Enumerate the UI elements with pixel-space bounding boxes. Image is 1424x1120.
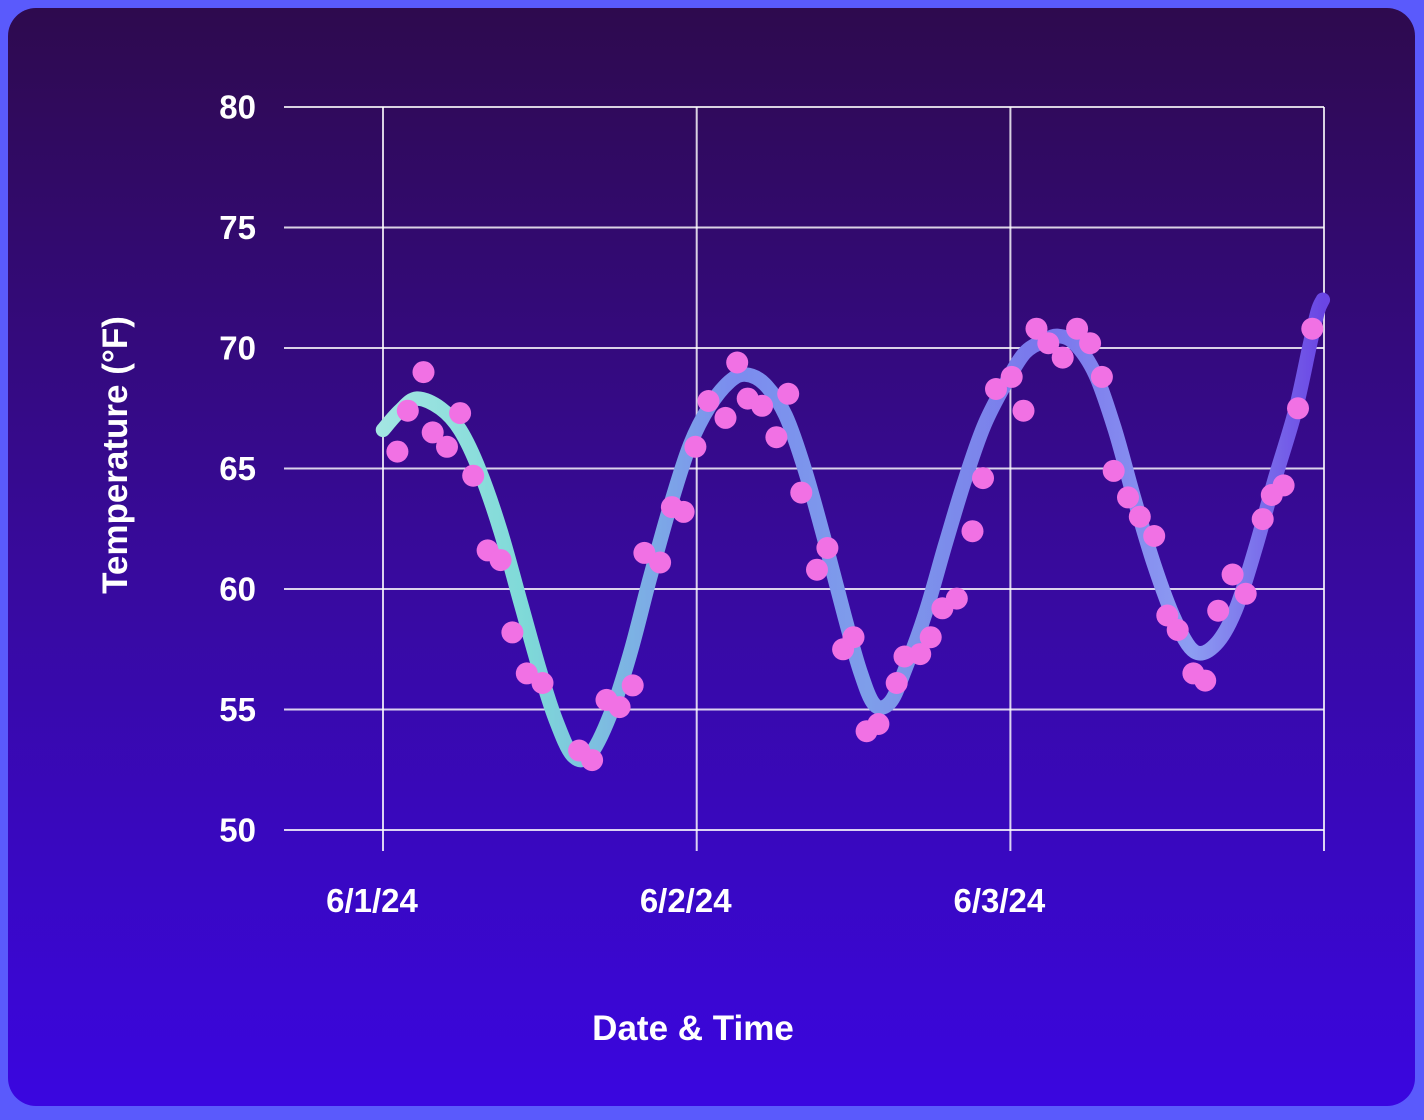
data-point[interactable] xyxy=(1102,459,1125,482)
data-point[interactable] xyxy=(621,674,644,697)
data-point[interactable] xyxy=(1194,669,1217,692)
x-axis-tick-labels: 6/1/24 6/2/24 6/3/24 xyxy=(326,882,1046,919)
data-point[interactable] xyxy=(608,696,631,719)
data-point[interactable] xyxy=(1143,525,1166,547)
data-point[interactable] xyxy=(421,421,444,444)
trend-line xyxy=(375,292,1331,768)
data-point[interactable] xyxy=(1012,399,1035,422)
data-point[interactable] xyxy=(1166,619,1189,641)
data-point[interactable] xyxy=(462,464,485,487)
data-point[interactable] xyxy=(1128,505,1151,528)
x-tick-label: 6/3/24 xyxy=(954,882,1046,919)
data-point[interactable] xyxy=(1051,346,1074,369)
data-point[interactable] xyxy=(1090,365,1113,388)
data-point[interactable] xyxy=(501,621,524,644)
y-tick-label: 65 xyxy=(219,450,256,487)
data-point[interactable] xyxy=(581,749,604,772)
data-point[interactable] xyxy=(396,399,419,422)
data-point[interactable] xyxy=(1234,582,1257,605)
x-tick-label: 6/1/24 xyxy=(326,882,418,919)
data-point[interactable] xyxy=(909,643,932,666)
data-point[interactable] xyxy=(449,402,472,425)
data-point[interactable] xyxy=(867,713,890,735)
data-point[interactable] xyxy=(684,435,707,458)
y-tick-label: 80 xyxy=(219,89,256,126)
data-point[interactable] xyxy=(1272,474,1295,497)
y-axis-tick-labels: 50 55 60 65 70 75 80 xyxy=(219,89,256,849)
data-point[interactable] xyxy=(885,672,908,694)
data-point[interactable] xyxy=(985,378,1007,400)
data-point[interactable] xyxy=(649,551,672,574)
vertical-gridlines xyxy=(382,107,1325,851)
x-tick-label: 6/2/24 xyxy=(640,882,732,919)
chart-card: 50 55 60 65 70 75 80 6/1/24 6/2/24 6/3/24 Temper… xyxy=(8,8,1415,1106)
data-point[interactable] xyxy=(961,520,984,543)
data-point[interactable] xyxy=(806,558,828,581)
data-point[interactable] xyxy=(714,406,737,429)
data-point[interactable] xyxy=(1287,397,1309,420)
data-point[interactable] xyxy=(1117,486,1139,509)
data-point[interactable] xyxy=(726,351,749,374)
y-tick-label: 75 xyxy=(219,209,256,246)
scatter-points xyxy=(386,317,1324,772)
data-point[interactable] xyxy=(436,435,458,458)
data-point[interactable] xyxy=(919,626,942,649)
data-point[interactable] xyxy=(842,626,865,649)
data-point[interactable] xyxy=(531,672,554,694)
data-point[interactable] xyxy=(972,467,994,490)
data-point[interactable] xyxy=(1037,332,1060,355)
data-point[interactable] xyxy=(697,390,720,412)
data-point[interactable] xyxy=(1221,563,1244,586)
data-point[interactable] xyxy=(489,549,512,572)
data-point[interactable] xyxy=(765,426,788,449)
y-tick-label: 60 xyxy=(219,571,256,608)
data-point[interactable] xyxy=(816,537,839,559)
data-point[interactable] xyxy=(790,481,813,504)
data-point[interactable] xyxy=(945,587,968,610)
data-point[interactable] xyxy=(1079,332,1102,355)
data-point[interactable] xyxy=(777,382,800,405)
data-point[interactable] xyxy=(1207,599,1230,622)
data-point[interactable] xyxy=(1301,317,1324,340)
data-point[interactable] xyxy=(672,500,695,523)
data-point[interactable] xyxy=(1066,317,1089,340)
y-tick-label: 70 xyxy=(219,330,256,367)
data-point[interactable] xyxy=(1251,508,1274,531)
data-point[interactable] xyxy=(751,394,774,417)
data-point[interactable] xyxy=(386,440,409,463)
temperature-chart: 50 55 60 65 70 75 80 6/1/24 6/2/24 6/3/24 Temper… xyxy=(96,89,1331,1048)
y-axis-title: Temperature (°F) xyxy=(96,316,135,594)
x-axis-title: Date & Time xyxy=(592,1009,794,1048)
horizontal-gridlines xyxy=(284,106,1324,831)
data-point[interactable] xyxy=(1000,365,1023,388)
y-tick-label: 55 xyxy=(219,691,256,728)
y-tick-label: 50 xyxy=(219,812,256,849)
data-point[interactable] xyxy=(412,361,435,384)
